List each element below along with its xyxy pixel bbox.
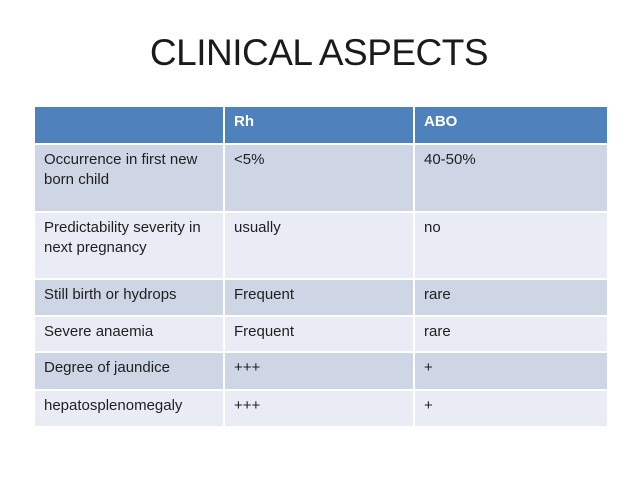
rh-value-cell: <5% — [223, 143, 415, 213]
table-body: Occurrence in first new born child <5% 4… — [33, 143, 609, 428]
abo-value-cell: no — [413, 211, 609, 280]
abo-value-cell: 40-50% — [413, 143, 609, 213]
table-row: Occurrence in first new born child <5% 4… — [33, 143, 609, 213]
feature-cell: hepatosplenomegaly — [33, 389, 225, 428]
rh-value-cell: usually — [223, 211, 415, 280]
feature-cell: Still birth or hydrops — [33, 278, 225, 317]
rh-value-cell: Frequent — [223, 315, 415, 353]
slide-title: CLINICAL ASPECTS — [149, 32, 489, 73]
corner-header-cell — [33, 105, 225, 145]
abo-value-cell: rare — [413, 278, 609, 317]
clinical-aspects-table: Rh ABO Occurrence in first new born chil… — [33, 105, 609, 428]
table-header: Rh ABO — [33, 105, 609, 145]
rh-header-cell: Rh — [223, 105, 415, 145]
feature-cell: Occurrence in first new born child — [33, 143, 225, 213]
table-row: Still birth or hydrops Frequent rare — [33, 278, 609, 317]
abo-value-cell: + — [413, 351, 609, 391]
table-row: Predictability severity in next pregnanc… — [33, 211, 609, 280]
rh-value-cell: +++ — [223, 351, 415, 391]
abo-value-cell: rare — [413, 315, 609, 353]
table-row: hepatosplenomegaly +++ + — [33, 389, 609, 428]
header-row: Rh ABO — [33, 105, 609, 145]
feature-cell: Predictability severity in next pregnanc… — [33, 211, 225, 280]
feature-cell: Degree of jaundice — [33, 351, 225, 391]
rh-value-cell: +++ — [223, 389, 415, 428]
abo-header-cell: ABO — [413, 105, 609, 145]
abo-value-cell: + — [413, 389, 609, 428]
rh-value-cell: Frequent — [223, 278, 415, 317]
table-row: Severe anaemia Frequent rare — [33, 315, 609, 353]
feature-cell: Severe anaemia — [33, 315, 225, 353]
table-row: Degree of jaundice +++ + — [33, 351, 609, 391]
